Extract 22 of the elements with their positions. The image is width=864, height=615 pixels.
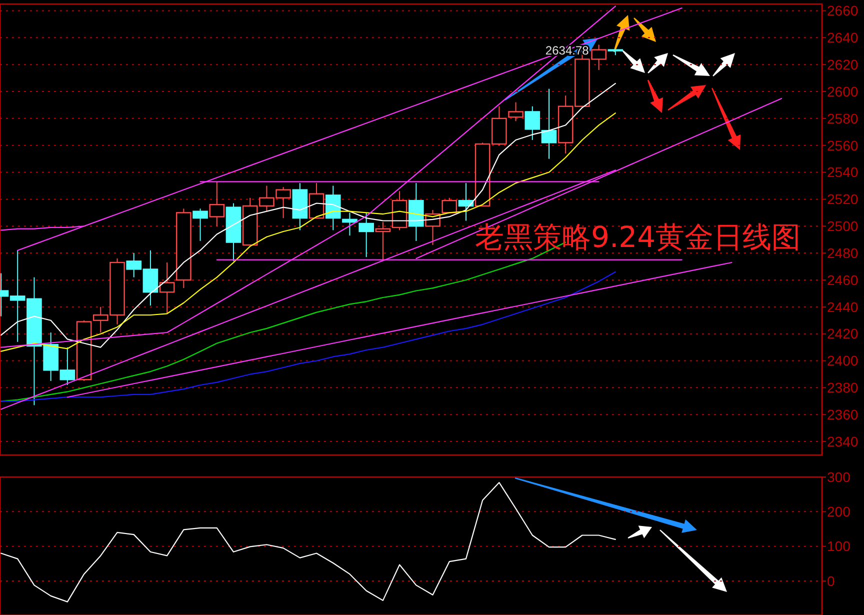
y-tick-label: 2460 <box>827 272 858 288</box>
y-tick-label: 100 <box>827 538 851 554</box>
y-tick-label: 2380 <box>827 380 858 396</box>
y-tick-label: 0 <box>827 572 835 589</box>
y-tick-label: 2500 <box>827 218 858 234</box>
y-tick-label: 2660 <box>827 2 858 19</box>
y-tick-label: 2340 <box>827 433 858 450</box>
y-tick-label: 2420 <box>827 326 858 342</box>
y-tick-label: 200 <box>827 504 851 520</box>
y-tick-label: 2540 <box>827 164 858 180</box>
y-tick-label: 2520 <box>827 191 858 208</box>
y-tick-label: 2640 <box>827 30 858 46</box>
y-tick-label: 2600 <box>827 83 858 100</box>
y-tick-label: 2620 <box>827 56 858 72</box>
y-tick-label: 2400 <box>827 352 858 369</box>
y-tick-label: 2360 <box>827 406 858 423</box>
y-tick-label: 2440 <box>827 298 858 315</box>
y-tick-label: 2580 <box>827 110 858 126</box>
text: 老黑策略9.24黄金日线图 <box>475 220 801 254</box>
y-tick-label: 300 <box>827 468 851 485</box>
y-tick-label: 2480 <box>827 244 858 261</box>
y-tick-label: 2560 <box>827 137 858 154</box>
